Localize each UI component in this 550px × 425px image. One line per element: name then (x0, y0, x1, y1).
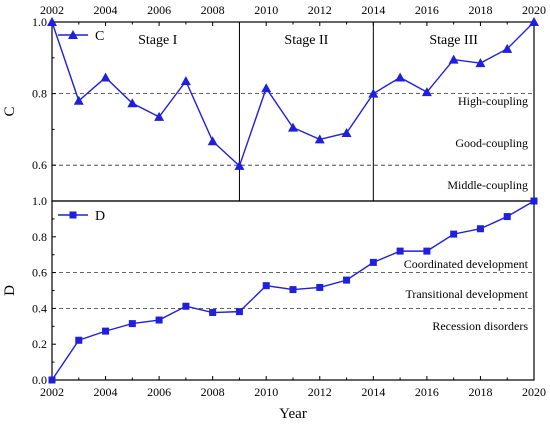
c-y-tick-label: 0.8 (32, 87, 47, 101)
x-tick-label: 2014 (361, 385, 385, 399)
c-data-point (395, 72, 406, 82)
top-x-tick-label: 2010 (254, 3, 278, 17)
c-data-point (529, 17, 539, 26)
c-data-point (100, 72, 111, 82)
d-data-point (369, 258, 377, 266)
c-data-point (368, 88, 379, 98)
x-tick-label: 2004 (94, 385, 118, 399)
d-data-point (503, 213, 511, 221)
c-data-point (73, 95, 84, 105)
c-data-point (127, 98, 138, 108)
x-tick-label: 2002 (40, 385, 64, 399)
d-data-point (128, 320, 136, 328)
legend-label: C (95, 29, 104, 44)
legend-label: D (95, 209, 105, 224)
d-zone-label: Recession disorders (432, 319, 528, 333)
x-axis-title: Year (279, 406, 307, 422)
c-data-point (47, 17, 57, 26)
x-tick-label: 2012 (308, 385, 332, 399)
d-data-point (423, 247, 431, 255)
top-x-tick-label: 2014 (361, 3, 385, 17)
c-data-point (180, 76, 191, 86)
c-data-point (154, 111, 165, 121)
c-data-point (448, 54, 459, 64)
stage-label: Stage II (284, 33, 328, 48)
top-x-tick-label: 2018 (468, 3, 492, 17)
top-x-tick-label: 2020 (522, 3, 546, 17)
c-zone-label: Middle-coupling (447, 178, 528, 192)
c-data-point (288, 122, 298, 132)
c-y-tick-label: 0.6 (32, 158, 47, 172)
top-x-tick-label: 2006 (147, 3, 171, 17)
d-data-point (75, 336, 83, 344)
top-x-tick-label: 2012 (308, 3, 332, 17)
x-tick-label: 2020 (522, 385, 546, 399)
x-tick-label: 2016 (415, 385, 439, 399)
d-data-point (343, 276, 351, 284)
c-zone-label: High-coupling (458, 94, 528, 108)
d-y-axis-title: D (2, 285, 18, 296)
d-y-tick-label: 0.8 (32, 230, 47, 244)
d-data-point (48, 376, 56, 384)
top-x-tick-label: 2002 (40, 3, 64, 17)
d-data-point (155, 316, 163, 324)
c-y-axis-title: C (2, 106, 18, 116)
legend-triangle-marker (68, 30, 78, 39)
d-zone-label: Coordinated development (404, 257, 529, 271)
c-y-tick-label: 1.0 (32, 15, 47, 29)
x-tick-label: 2006 (147, 385, 171, 399)
legend-square-marker (69, 211, 77, 219)
c-data-point (341, 127, 352, 137)
d-data-point (102, 327, 110, 335)
d-data-point (289, 286, 297, 294)
c-data-point (502, 43, 513, 53)
top-x-tick-label: 2016 (415, 3, 439, 17)
d-data-point (235, 308, 243, 316)
stage-label: Stage III (429, 33, 478, 48)
c-data-point (475, 58, 486, 68)
d-data-point (530, 197, 538, 205)
d-legend: D (58, 209, 105, 224)
d-data-point (209, 309, 217, 317)
c-data-point (207, 136, 218, 146)
x-tick-label: 2010 (254, 385, 278, 399)
top-x-tick-label: 2004 (94, 3, 118, 17)
c-data-point (314, 134, 325, 144)
c-zone-label: Good-coupling (455, 136, 528, 150)
d-data-point (182, 302, 190, 310)
d-data-point (316, 283, 324, 291)
d-y-tick-label: 0.0 (32, 373, 47, 387)
x-tick-label: 2008 (201, 385, 225, 399)
d-y-tick-label: 0.4 (32, 301, 47, 315)
d-zone-label: Transitional development (405, 287, 528, 301)
c-legend: C (58, 29, 104, 44)
d-data-point (262, 282, 270, 290)
d-data-point (396, 247, 404, 255)
top-x-tick-label: 2008 (201, 3, 225, 17)
d-y-tick-label: 1.0 (32, 194, 47, 208)
d-y-tick-label: 0.2 (32, 337, 47, 351)
d-y-tick-label: 0.6 (32, 266, 47, 280)
stage-label: Stage I (138, 33, 178, 48)
c-panel-frame (51, 21, 535, 202)
c-data-point (234, 160, 245, 170)
d-data-point (476, 225, 484, 233)
c-data-point (261, 83, 272, 93)
c-data-point (421, 87, 432, 97)
d-data-point (450, 230, 458, 238)
x-tick-label: 2018 (468, 385, 492, 399)
